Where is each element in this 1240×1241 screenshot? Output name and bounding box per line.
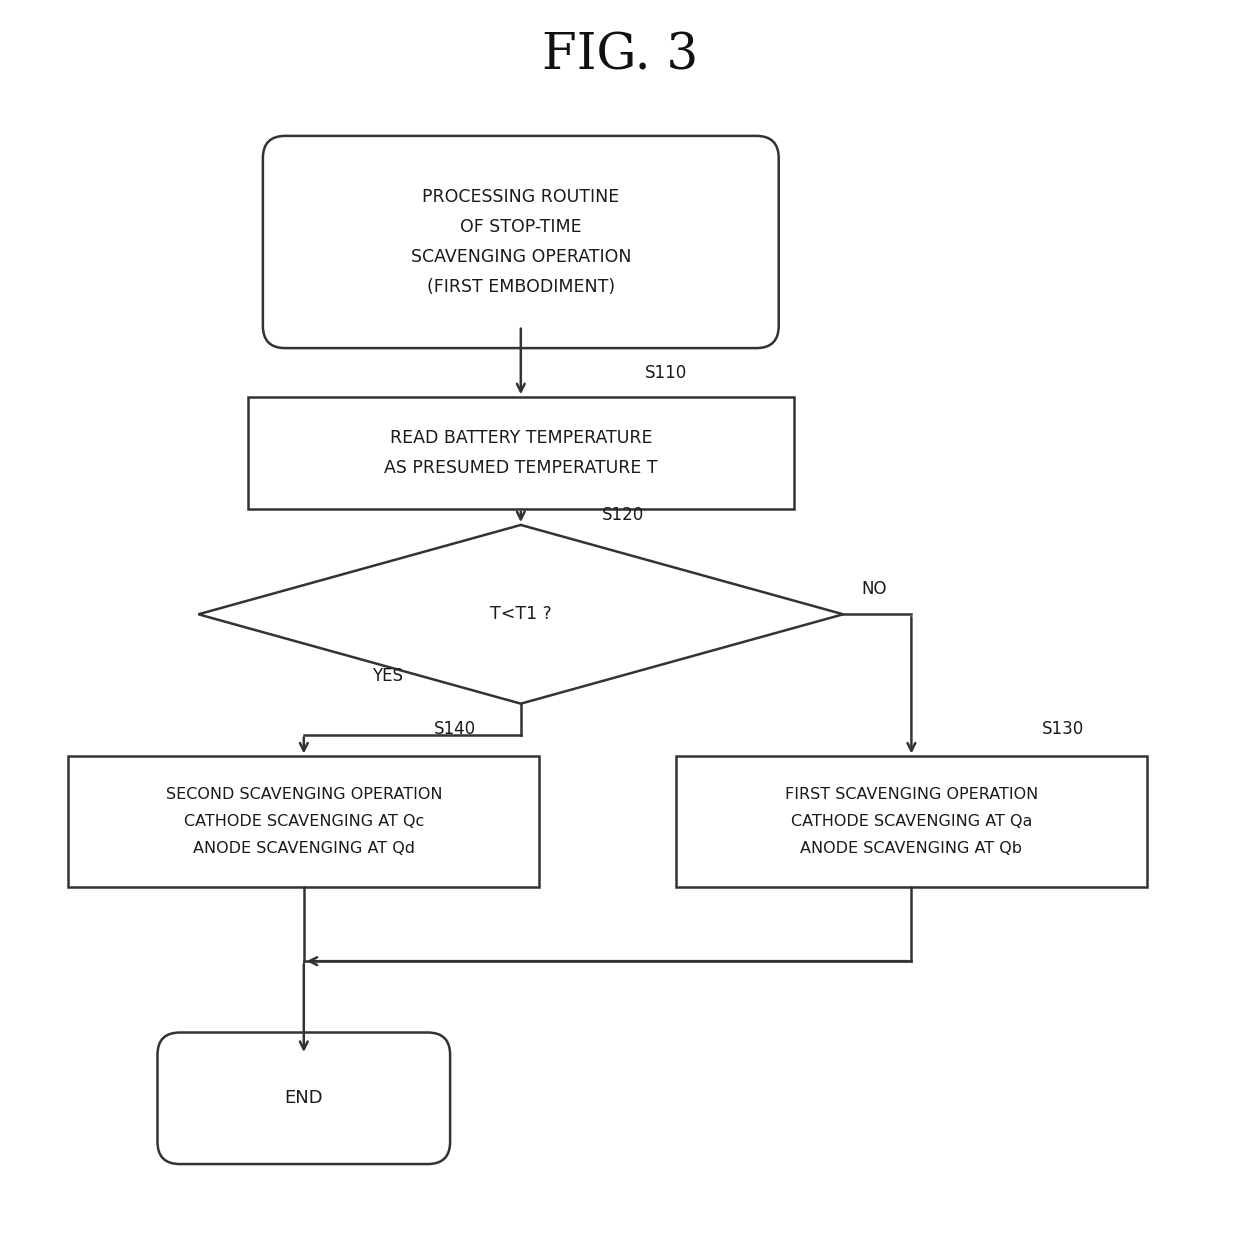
Text: ANODE SCAVENGING AT Qd: ANODE SCAVENGING AT Qd [192, 841, 415, 856]
Text: T<T1 ?: T<T1 ? [490, 606, 552, 623]
Text: FIG. 3: FIG. 3 [542, 31, 698, 81]
Text: FIRST SCAVENGING OPERATION: FIRST SCAVENGING OPERATION [785, 787, 1038, 802]
Text: OF STOP-TIME: OF STOP-TIME [460, 218, 582, 236]
Text: CATHODE SCAVENGING AT Qa: CATHODE SCAVENGING AT Qa [791, 814, 1032, 829]
Text: YES: YES [372, 668, 403, 685]
Text: PROCESSING ROUTINE: PROCESSING ROUTINE [422, 189, 620, 206]
FancyBboxPatch shape [157, 1033, 450, 1164]
Text: S140: S140 [434, 720, 476, 738]
Text: SECOND SCAVENGING OPERATION: SECOND SCAVENGING OPERATION [166, 787, 441, 802]
Bar [676, 757, 1147, 886]
Text: S130: S130 [1042, 720, 1084, 738]
Text: SCAVENGING OPERATION: SCAVENGING OPERATION [410, 248, 631, 266]
Text: ANODE SCAVENGING AT Qb: ANODE SCAVENGING AT Qb [800, 841, 1023, 856]
Polygon shape [198, 525, 843, 704]
Text: AS PRESUMED TEMPERATURE T: AS PRESUMED TEMPERATURE T [384, 459, 657, 477]
Text: READ BATTERY TEMPERATURE: READ BATTERY TEMPERATURE [389, 429, 652, 447]
Text: END: END [284, 1090, 324, 1107]
Text: S120: S120 [601, 505, 644, 524]
Text: CATHODE SCAVENGING AT Qc: CATHODE SCAVENGING AT Qc [184, 814, 424, 829]
Bar [248, 397, 794, 509]
Text: (FIRST EMBODIMENT): (FIRST EMBODIMENT) [427, 278, 615, 295]
Bar [68, 757, 539, 886]
Text: NO: NO [862, 581, 888, 598]
Text: S110: S110 [645, 364, 687, 382]
FancyBboxPatch shape [263, 137, 779, 349]
